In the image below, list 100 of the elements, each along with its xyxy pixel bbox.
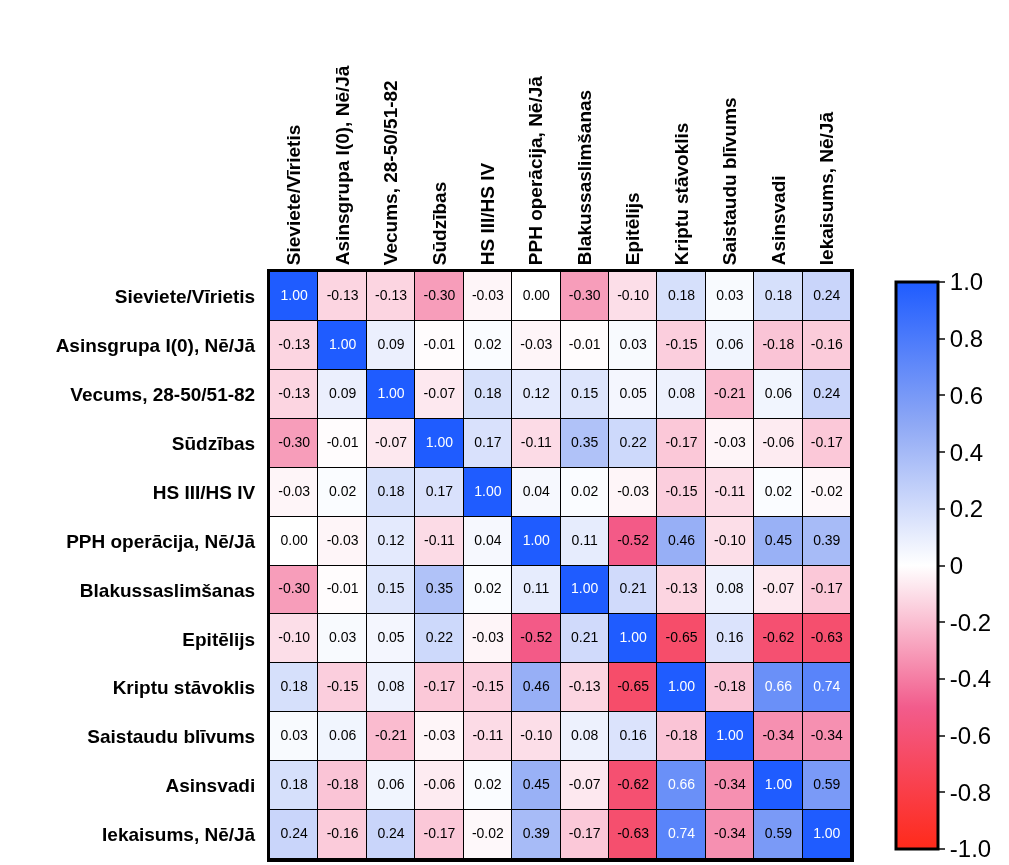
data-label: -0.03 [520,335,553,352]
data-label: -0.01 [423,335,456,352]
data-label: 0.09 [329,384,357,401]
y-tick-label: Epitēlijs [182,628,256,650]
data-label: 0.02 [474,776,502,793]
data-label: 0.06 [329,727,357,744]
y-tick-label: Kriptu stāvoklis [112,677,256,699]
data-label: -0.03 [714,433,747,450]
data-label: 0.24 [280,825,309,842]
data-label: -0.21 [714,384,747,401]
data-label: -0.30 [278,433,311,450]
data-label: -0.34 [714,825,747,842]
data-label: 0.66 [764,678,793,695]
data-label: -0.13 [375,286,408,303]
data-label: -0.13 [278,384,311,401]
data-label: 0.03 [329,629,357,646]
data-label: -0.63 [810,629,843,646]
data-label: 0.08 [571,727,599,744]
data-label: -0.01 [326,433,359,450]
color-bar-label: 0.4 [949,438,984,466]
data-label: 1.00 [377,384,405,401]
data-label: 0.08 [377,678,405,695]
data-label: 0.02 [474,580,502,597]
data-label: 0.59 [764,825,793,842]
data-label: -0.03 [471,629,505,646]
data-label: -0.02 [810,482,843,499]
data-label: -0.62 [617,776,650,793]
data-label: 0.15 [377,580,405,597]
y-tick-label: Asinsvadi [165,775,256,797]
x-tick-label: Sūdzības [428,181,450,266]
data-label: -0.13 [568,678,601,695]
data-label: 0.05 [619,384,647,401]
data-label: -0.18 [326,776,359,793]
data-label: 0.02 [764,482,793,499]
data-label: -0.17 [810,580,843,597]
data-label: 0.17 [474,433,502,450]
data-label: 0.08 [667,384,696,401]
data-label: 0.21 [571,629,599,646]
data-label: 0.59 [813,776,841,793]
data-label: -0.11 [424,531,456,548]
data-label: -0.15 [326,678,359,695]
x-tick-label: PPH operācija, Nē/Jā [525,75,547,266]
data-label: -0.30 [568,286,601,303]
y-tick-label: Saistaudu blīvums [87,726,256,748]
x-tick-label: Epitēlijs [622,192,644,266]
x-tick-label: Asinsvadi [767,175,789,266]
data-label: -0.17 [568,825,601,842]
data-label: 0.39 [813,531,841,548]
data-label: -0.34 [762,727,795,744]
color-bar-label: 0.2 [949,495,984,523]
data-label: -0.17 [810,433,843,450]
data-label: 0.03 [280,727,309,744]
data-label: -0.10 [617,286,650,303]
data-label: -0.07 [423,384,456,401]
data-label: 0.35 [425,580,454,597]
data-label: 0.74 [813,678,841,695]
x-tick-label: Kriptu stāvoklis [670,122,692,266]
data-label: 1.00 [716,727,744,744]
data-label: 0.00 [522,286,551,303]
data-label: 1.00 [764,776,793,793]
color-bar-label: 0.8 [949,325,984,353]
data-label: -0.03 [278,482,311,499]
data-label: 0.05 [377,629,405,646]
data-label: 0.18 [280,776,309,793]
data-label: 0.45 [764,531,793,548]
data-label: 1.00 [474,482,502,499]
data-label: 0.16 [716,629,744,646]
data-label: -0.11 [472,727,504,744]
color-bar-label: -0.2 [949,608,992,636]
data-label: -0.06 [423,776,456,793]
data-label: -0.18 [762,335,795,352]
data-label: 0.02 [571,482,599,499]
data-label: -0.17 [423,678,456,695]
data-label: 0.09 [377,335,405,352]
data-label: 0.02 [329,482,357,499]
data-label: -0.01 [326,580,359,597]
data-label: -0.52 [520,629,553,646]
y-tick-label: Sūdzības [171,432,256,454]
data-label: 0.06 [377,776,405,793]
data-label: -0.13 [326,286,359,303]
data-label: -0.03 [423,727,456,744]
x-tick-label: Blakussaslimšanas [573,89,595,266]
data-label: 0.04 [522,482,551,499]
data-label: -0.10 [714,531,747,548]
data-label: 0.11 [523,580,550,597]
data-label: -0.07 [375,433,408,450]
data-label: 0.06 [716,335,744,352]
data-label: 0.02 [474,335,502,352]
data-label: -0.34 [714,776,747,793]
data-label: 1.00 [619,629,647,646]
data-label: 0.39 [522,825,551,842]
data-label: 0.08 [716,580,744,597]
color-bar-label: -1.0 [949,835,992,863]
data-label: 0.18 [377,482,405,499]
data-label: 1.00 [280,286,309,303]
data-label: 0.18 [474,384,502,401]
data-label: -0.07 [568,776,601,793]
data-label: -0.13 [665,580,698,597]
data-label: -0.11 [520,433,552,450]
data-label: 0.03 [619,335,647,352]
